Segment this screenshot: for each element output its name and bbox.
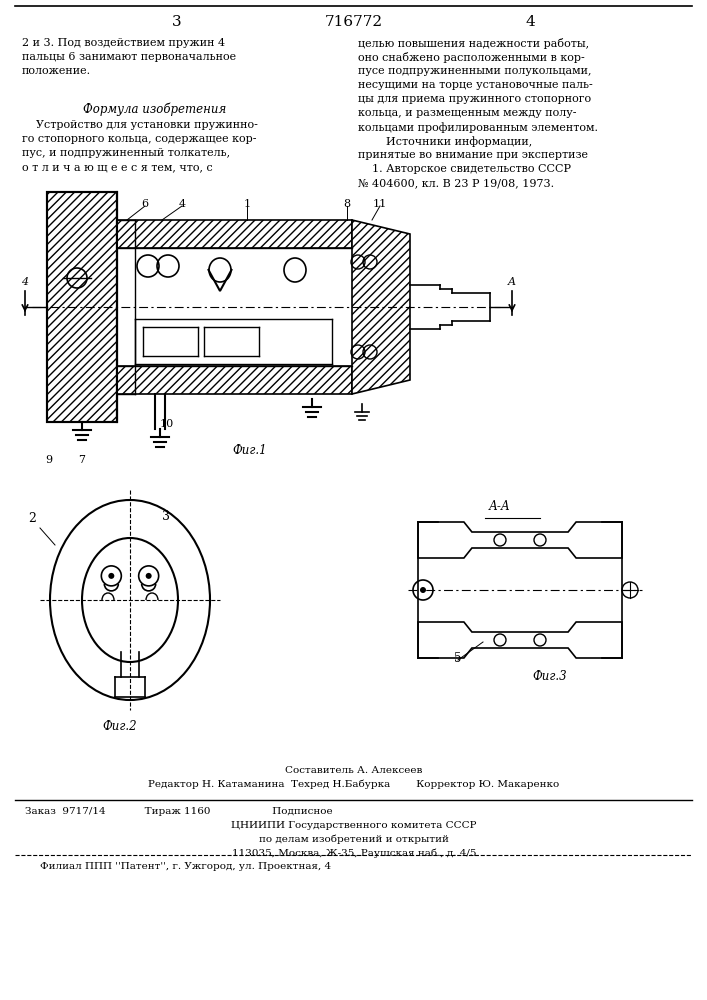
Text: Фиг.1: Фиг.1: [233, 444, 267, 457]
Text: кольцами профилированным элементом.: кольцами профилированным элементом.: [358, 122, 598, 133]
Text: 113035, Москва, Ж-35, Раушская наб., д. 4/5: 113035, Москва, Ж-35, Раушская наб., д. …: [232, 848, 477, 858]
Text: цы для приема пружинного стопорного: цы для приема пружинного стопорного: [358, 94, 591, 104]
Text: 7: 7: [78, 455, 86, 465]
Text: принятые во внимание при экспертизе: принятые во внимание при экспертизе: [358, 150, 588, 160]
Text: 3: 3: [173, 15, 182, 29]
Text: 9: 9: [45, 455, 52, 465]
Text: 5: 5: [455, 652, 462, 665]
Text: A: A: [508, 277, 516, 287]
Polygon shape: [117, 220, 352, 248]
Text: Редактор Н. Катаманина  Техред Н.Бабурка        Корректор Ю. Макаренко: Редактор Н. Катаманина Техред Н.Бабурка …: [148, 780, 560, 789]
Text: 6: 6: [141, 199, 148, 209]
Text: А-А: А-А: [489, 500, 511, 513]
Text: Формула изобретения: Формула изобретения: [83, 103, 227, 116]
Text: 8: 8: [344, 199, 351, 209]
Text: Заказ  9717/14            Тираж 1160                   Подписное: Заказ 9717/14 Тираж 1160 Подписное: [25, 807, 332, 816]
Text: Филиал ППП ''Патент'', г. Ужгород, ул. Проектная, 4: Филиал ППП ''Патент'', г. Ужгород, ул. П…: [40, 862, 331, 871]
Polygon shape: [418, 522, 622, 558]
Text: положение.: положение.: [22, 66, 91, 76]
Text: Фиг.2: Фиг.2: [103, 720, 137, 733]
Text: пусе подпружиненными полукольцами,: пусе подпружиненными полукольцами,: [358, 66, 592, 76]
FancyBboxPatch shape: [47, 192, 117, 422]
Text: го стопорного кольца, содержащее кор-: го стопорного кольца, содержащее кор-: [22, 134, 257, 144]
Text: 10: 10: [160, 419, 174, 429]
Text: 1. Авторское свидетельство СССР: 1. Авторское свидетельство СССР: [358, 164, 571, 174]
Text: пус, и подпружиненный толкатель,: пус, и подпружиненный толкатель,: [22, 148, 230, 158]
Text: по делам изобретений и открытий: по делам изобретений и открытий: [259, 834, 449, 844]
Text: 11: 11: [373, 199, 387, 209]
Text: 4: 4: [525, 15, 535, 29]
Text: 1: 1: [243, 199, 250, 209]
Text: пальцы 6 занимают первоначальное: пальцы 6 занимают первоначальное: [22, 52, 236, 62]
Text: ЦНИИПИ Государственного комитета СССР: ЦНИИПИ Государственного комитета СССР: [231, 821, 477, 830]
Text: целью повышения надежности работы,: целью повышения надежности работы,: [358, 38, 589, 49]
Circle shape: [146, 573, 152, 579]
Text: 4: 4: [21, 277, 28, 287]
Text: Составитель А. Алексеев: Составитель А. Алексеев: [286, 766, 423, 775]
Polygon shape: [117, 366, 352, 394]
Text: 3: 3: [162, 510, 170, 523]
Polygon shape: [418, 622, 622, 658]
Text: 4: 4: [178, 199, 185, 209]
Text: оно снабжено расположенными в кор-: оно снабжено расположенными в кор-: [358, 52, 585, 63]
Circle shape: [108, 573, 115, 579]
Text: несущими на торце установочные паль-: несущими на торце установочные паль-: [358, 80, 592, 90]
Text: Устройство для установки пружинно-: Устройство для установки пружинно-: [22, 120, 258, 130]
Text: 2: 2: [28, 512, 36, 525]
Text: о т л и ч а ю щ е е с я тем, что, с: о т л и ч а ю щ е е с я тем, что, с: [22, 162, 213, 172]
Text: 2 и 3. Под воздействием пружин 4: 2 и 3. Под воздействием пружин 4: [22, 38, 225, 48]
Text: кольца, и размещенным между полу-: кольца, и размещенным между полу-: [358, 108, 576, 118]
Text: № 404600, кл. В 23 Р 19/08, 1973.: № 404600, кл. В 23 Р 19/08, 1973.: [358, 178, 554, 188]
Circle shape: [420, 587, 426, 593]
Text: Источники информации,: Источники информации,: [358, 136, 532, 147]
Text: Фиг.3: Фиг.3: [532, 670, 567, 683]
Polygon shape: [352, 220, 410, 394]
Text: 716772: 716772: [325, 15, 383, 29]
